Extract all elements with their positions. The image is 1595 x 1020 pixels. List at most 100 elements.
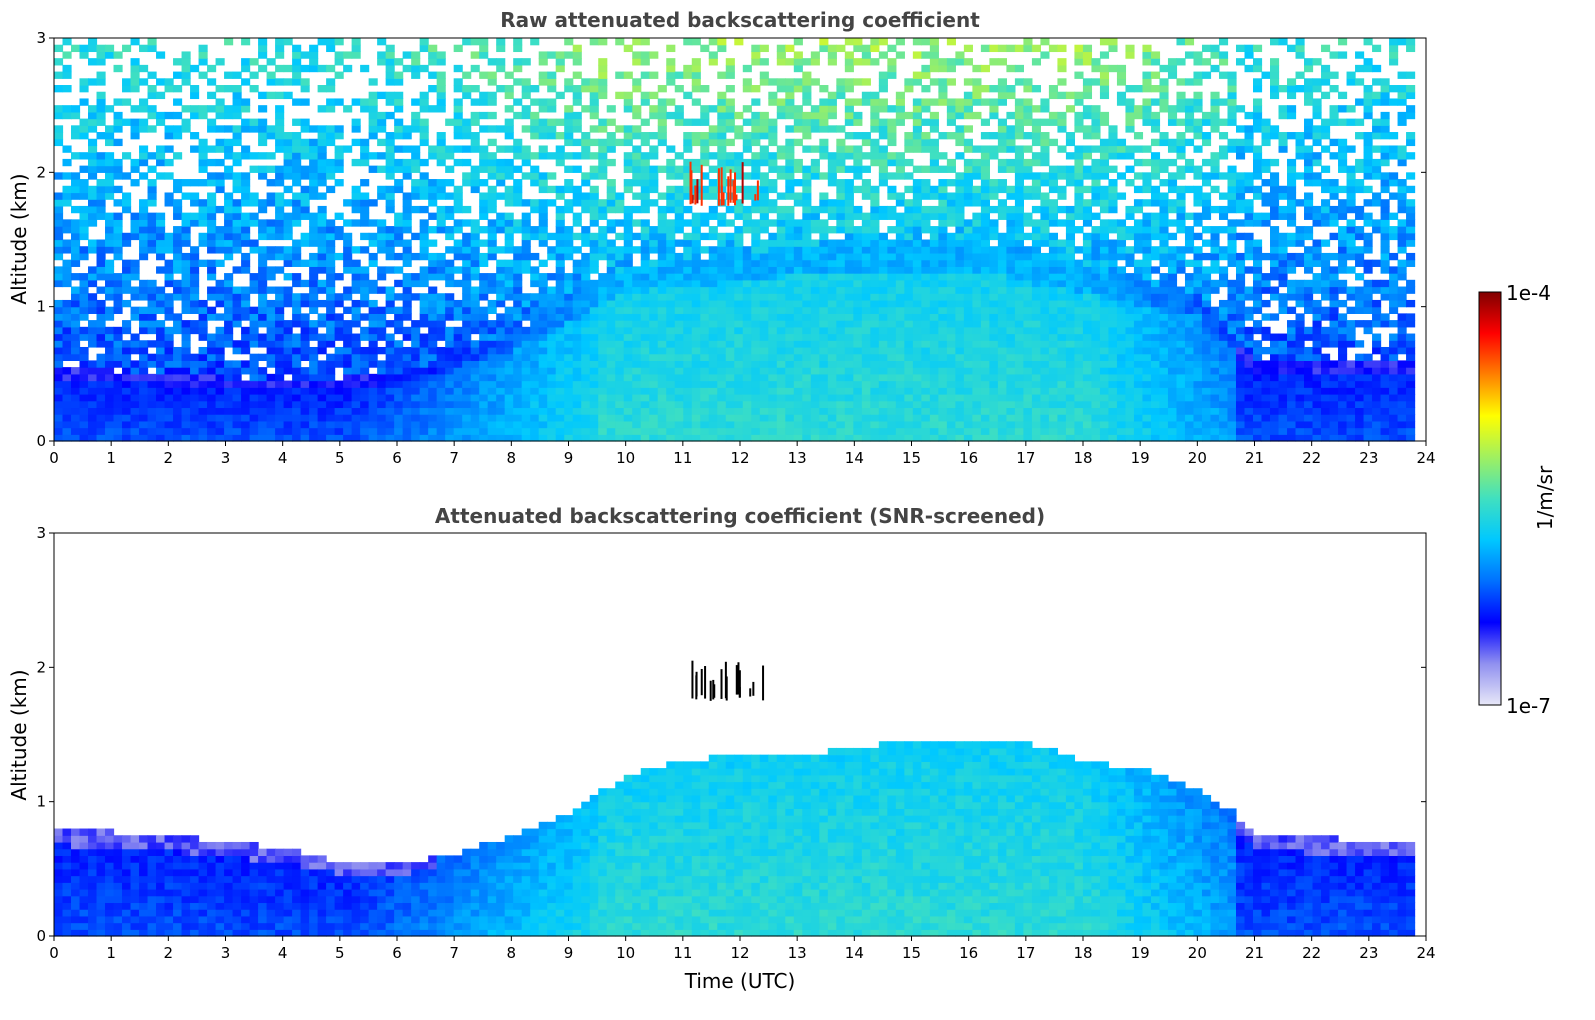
heatmap-cell — [300, 333, 310, 341]
heatmap-cell — [589, 252, 599, 261]
heatmap-cell — [105, 420, 115, 429]
heatmap-cell — [241, 420, 251, 429]
heatmap-cell — [827, 226, 837, 234]
heatmap-cell — [589, 286, 599, 294]
heatmap-cell — [377, 414, 387, 422]
heatmap-cell — [402, 360, 412, 368]
heatmap-cell — [606, 226, 616, 234]
heatmap-cell — [368, 232, 378, 241]
heatmap-cell — [904, 293, 914, 301]
heatmap-cell — [708, 232, 718, 241]
heatmap-cell — [819, 199, 829, 207]
heatmap-cell — [700, 427, 710, 435]
heatmap-cell — [79, 299, 89, 308]
heatmap-cell — [887, 360, 897, 368]
heatmap-cell — [275, 393, 285, 402]
heatmap-cell — [963, 313, 973, 321]
heatmap-cell — [963, 246, 973, 254]
heatmap-cell — [394, 400, 404, 409]
heatmap-cell — [708, 152, 718, 160]
heatmap-cell — [436, 98, 446, 106]
heatmap-cell — [980, 44, 990, 53]
heatmap-cell — [963, 165, 973, 173]
heatmap-cell — [827, 320, 837, 328]
heatmap-cell — [581, 320, 591, 328]
heatmap-cell — [62, 420, 72, 429]
heatmap-cell — [589, 306, 599, 314]
heatmap-cell — [589, 380, 599, 388]
heatmap-cell — [640, 367, 650, 375]
heatmap-cell — [700, 185, 710, 194]
heatmap-cell — [725, 427, 735, 435]
heatmap-cell — [436, 192, 446, 200]
heatmap-cell — [742, 158, 752, 167]
heatmap-cell — [895, 387, 905, 395]
heatmap-cell — [581, 85, 591, 93]
heatmap-cell — [521, 152, 531, 160]
heatmap-cell — [972, 360, 982, 368]
heatmap-cell — [62, 313, 72, 321]
heatmap-cell — [785, 266, 795, 274]
heatmap-cell — [462, 427, 472, 435]
heatmap-cell — [598, 373, 608, 382]
heatmap-cell — [708, 380, 718, 388]
heatmap-cell — [904, 387, 914, 395]
heatmap-cell — [445, 226, 455, 234]
heatmap-cell — [377, 192, 387, 200]
heatmap-cell — [504, 246, 514, 254]
heatmap-cell — [717, 259, 727, 267]
heatmap-cell — [249, 306, 259, 314]
heatmap-cell — [717, 71, 727, 79]
heatmap-cell — [521, 158, 531, 167]
heatmap-cell — [963, 320, 973, 328]
heatmap-cell — [300, 98, 310, 106]
heatmap-cell — [504, 373, 514, 382]
heatmap-cell — [300, 125, 310, 133]
heatmap-cell — [156, 158, 166, 167]
heatmap-cell — [96, 427, 106, 435]
heatmap-cell — [326, 246, 336, 254]
heatmap-cell — [810, 165, 820, 173]
heatmap-cell — [496, 393, 506, 402]
heatmap-cell — [921, 239, 931, 247]
heatmap-cell — [215, 346, 225, 355]
heatmap-cell — [606, 420, 616, 429]
heatmap-cell — [462, 313, 472, 321]
heatmap-cell — [300, 205, 310, 214]
heatmap-cell — [793, 393, 803, 402]
heatmap-cell — [946, 38, 956, 46]
heatmap-cell — [870, 252, 880, 261]
heatmap-cell — [462, 38, 472, 46]
heatmap-cell — [997, 380, 1007, 388]
heatmap-cell — [929, 320, 939, 328]
heatmap-cell — [853, 273, 863, 281]
heatmap-cell — [513, 286, 523, 294]
heatmap-cell — [224, 205, 234, 214]
heatmap-cell — [156, 266, 166, 274]
heatmap-cell — [615, 320, 625, 328]
heatmap-cell — [785, 125, 795, 133]
heatmap-cell — [904, 393, 914, 402]
heatmap-cell — [640, 326, 650, 335]
heatmap-cell — [606, 105, 616, 113]
heatmap-cell — [980, 393, 990, 402]
heatmap-cell — [547, 152, 557, 160]
heatmap-cell — [436, 205, 446, 214]
heatmap-cell — [71, 105, 81, 113]
heatmap-cell — [759, 185, 769, 194]
heatmap-cell — [334, 400, 344, 409]
heatmap-cell — [249, 219, 259, 227]
heatmap-cell — [802, 299, 812, 308]
heatmap-cell — [768, 293, 778, 301]
heatmap-cell — [266, 326, 276, 335]
heatmap-cell — [343, 252, 353, 261]
heatmap-cell — [139, 427, 149, 435]
heatmap-cell — [895, 393, 905, 402]
heatmap-cell — [768, 279, 778, 288]
heatmap-cell — [649, 313, 659, 321]
heatmap-cell — [980, 252, 990, 261]
heatmap-cell — [819, 299, 829, 308]
heatmap-cell — [887, 286, 897, 294]
heatmap-cell — [436, 333, 446, 341]
heatmap-cell — [351, 199, 361, 207]
